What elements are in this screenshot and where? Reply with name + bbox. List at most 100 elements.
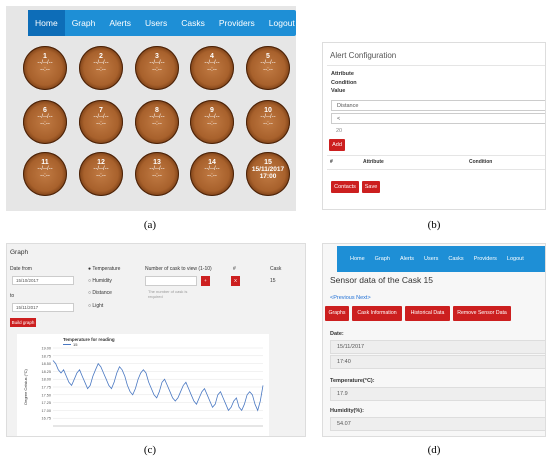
temperature-label: Temperature(°C): <box>330 378 375 384</box>
to-label: to <box>10 293 15 299</box>
temperature-chart-container: Temperature for reading 15 Degree Celsius … <box>17 334 269 436</box>
nav-users[interactable]: Users <box>424 256 439 262</box>
value-input[interactable]: 20 <box>336 128 343 134</box>
cask-barrel-8[interactable]: 8 --/--/-- --:-- <box>135 100 179 144</box>
cask-number: 10 <box>264 107 272 114</box>
cask-number: 15 <box>264 159 272 166</box>
cask-date: --/--/-- <box>37 114 53 120</box>
contacts-button[interactable]: Contacts <box>331 181 359 193</box>
y-tick-label: 17.25 <box>41 401 51 405</box>
cask-barrel-4[interactable]: 4 --/--/-- --:-- <box>190 46 234 90</box>
cask-time: --:-- <box>207 121 217 127</box>
add-cask-button[interactable]: + <box>201 276 210 286</box>
cask-time: --:-- <box>152 121 162 127</box>
nav-alerts[interactable]: Alerts <box>109 18 132 28</box>
legend-entry: 15 <box>73 342 78 347</box>
cask-barrel-15[interactable]: 15 15/11/2017 17:00 <box>246 152 290 196</box>
nav-graph[interactable]: Graph <box>71 18 96 28</box>
cask-time: --:-- <box>40 173 50 179</box>
radio-humidity[interactable]: ○ Humidity <box>88 278 112 284</box>
y-tick-label: 18.75 <box>41 354 51 358</box>
nav-users[interactable]: Users <box>145 18 168 28</box>
nav-logout[interactable]: Logout <box>268 18 295 28</box>
nav-home[interactable]: Home <box>28 10 65 36</box>
series-line-15 <box>52 360 264 412</box>
col-condition: Condition <box>469 159 493 165</box>
cask-time: --:-- <box>40 67 50 73</box>
main-nav: Home Graph Alerts Users Casks Providers … <box>28 10 296 36</box>
condition-select[interactable]: < <box>331 113 545 124</box>
cask-time: --:-- <box>152 67 162 73</box>
cask-value: 15 <box>270 278 276 284</box>
radio-light[interactable]: ○ Light <box>88 303 104 309</box>
cask-time: --:-- <box>152 173 162 179</box>
y-tick-label: 16.75 <box>41 417 51 421</box>
nav-graph[interactable]: Graph <box>374 256 390 262</box>
cask-barrel-13[interactable]: 13 --/--/-- --:-- <box>135 152 179 196</box>
cask-date: --/--/-- <box>93 166 109 172</box>
radio-distance-label: Distance <box>92 290 112 296</box>
hash-label: # <box>233 266 236 272</box>
cask-number: 1 <box>43 53 47 60</box>
cask-column-label: Cask <box>270 266 282 272</box>
nav-casks[interactable]: Casks <box>181 18 205 28</box>
cask-barrel-7[interactable]: 7 --/--/-- --:-- <box>79 100 123 144</box>
radio-temperature-label: Temperature <box>92 266 121 272</box>
casks-count-input[interactable] <box>145 276 197 286</box>
cask-barrel-2[interactable]: 2 --/--/-- --:-- <box>79 46 123 90</box>
nav-home[interactable]: Home <box>350 256 365 262</box>
cask-date: --/--/-- <box>204 60 220 66</box>
build-graph-button[interactable]: Build graph <box>10 318 36 327</box>
nav-alerts[interactable]: Alerts <box>399 256 415 262</box>
cask-barrel-5[interactable]: 5 --/--/-- --:-- <box>246 46 290 90</box>
cask-number: 7 <box>99 107 103 114</box>
nav-logout[interactable]: Logout <box>506 256 524 262</box>
cask-date: --/--/-- <box>204 166 220 172</box>
save-button[interactable]: Save <box>362 181 380 193</box>
radio-temperature[interactable]: ● Temperature <box>88 266 121 272</box>
attribute-select[interactable]: Distance <box>331 100 545 111</box>
time-value: 17:40 <box>330 355 545 369</box>
cask-barrel-3[interactable]: 3 --/--/-- --:-- <box>135 46 179 90</box>
cask-time: 17:00 <box>259 173 277 180</box>
cask-barrel-1[interactable]: 1 --/--/-- --:-- <box>23 46 67 90</box>
remove-cask-button[interactable]: X <box>231 276 240 286</box>
cask-barrel-14[interactable]: 14 --/--/-- --:-- <box>190 152 234 196</box>
tab-historical-data[interactable]: Historical Data <box>405 306 450 321</box>
humidity-value: 54.07 <box>330 417 545 431</box>
cask-barrel-9[interactable]: 9 --/--/-- --:-- <box>190 100 234 144</box>
cask-number: 11 <box>41 159 49 166</box>
add-button[interactable]: Add <box>329 139 345 151</box>
cask-time: --:-- <box>207 173 217 179</box>
cask-barrel-12[interactable]: 12 --/--/-- --:-- <box>79 152 123 196</box>
tab-remove-sensor-data[interactable]: Remove Sensor Data <box>453 306 511 321</box>
nav-providers[interactable]: Providers <box>218 18 255 28</box>
date-to-input[interactable]: 15/11/2017 <box>12 303 74 312</box>
cask-date: 15/11/2017 <box>251 166 285 173</box>
date-from-label: Date from <box>10 266 32 272</box>
nav-providers[interactable]: Providers <box>473 256 497 262</box>
y-tick-label: 18.50 <box>41 362 51 366</box>
cask-barrel-10[interactable]: 10 --/--/-- --:-- <box>246 100 290 144</box>
cask-date: --/--/-- <box>37 60 53 66</box>
cask-barrel-11[interactable]: 11 --/--/-- --:-- <box>23 152 67 196</box>
date-from-input[interactable]: 15/10/2017 <box>12 276 74 285</box>
nav-casks[interactable]: Casks <box>448 256 464 262</box>
radio-distance[interactable]: ○ Distance <box>88 290 112 296</box>
attribute-label: Attribute <box>331 71 354 77</box>
chart-title: Temperature for reading <box>63 337 115 342</box>
cask-date: --/--/-- <box>260 114 276 120</box>
panel-alert-configuration: Alert Configuration Attribute Condition … <box>322 42 546 210</box>
cask-barrel-6[interactable]: 6 --/--/-- --:-- <box>23 100 67 144</box>
cask-number: 2 <box>99 53 103 60</box>
cask-time: --:-- <box>263 67 273 73</box>
tab-cask-information[interactable]: Cask Information <box>352 306 402 321</box>
cask-time: --:-- <box>263 121 273 127</box>
cask-date: --/--/-- <box>149 114 165 120</box>
cask-time: --:-- <box>96 173 106 179</box>
tab-graphs[interactable]: Graphs <box>325 306 349 321</box>
caption-b: (b) <box>427 219 441 231</box>
cask-date: --/--/-- <box>149 166 165 172</box>
pager-links[interactable]: <Previous Next> <box>330 295 371 301</box>
